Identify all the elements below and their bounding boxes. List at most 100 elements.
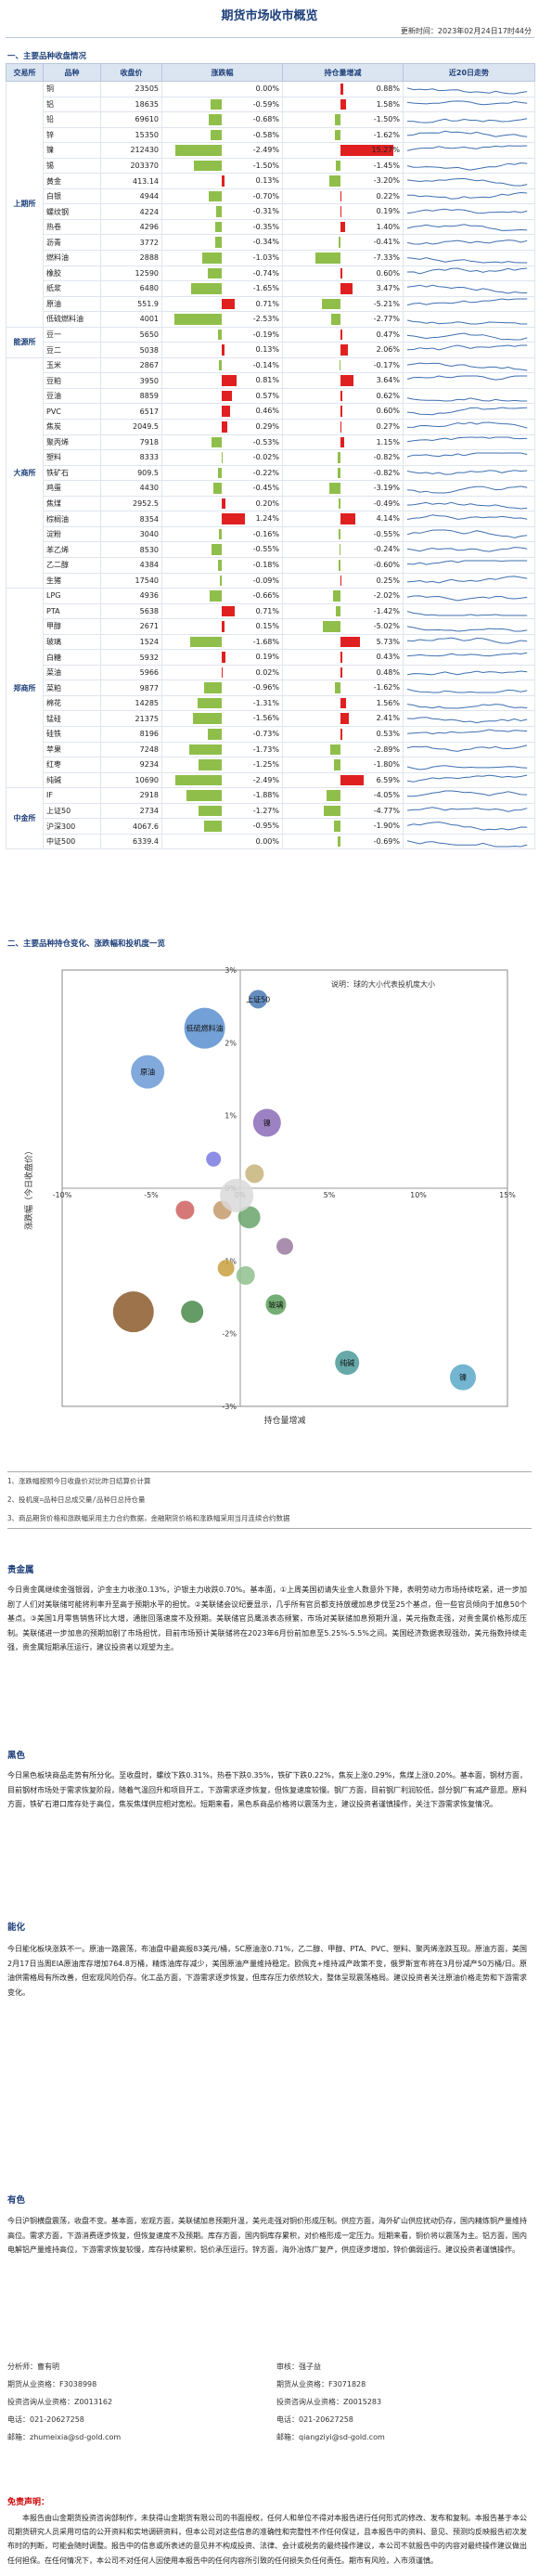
oi-bar <box>324 805 340 817</box>
update-time: 更新时间：2023年02月24日17时44分 <box>400 27 532 35</box>
analyst-phone: 电话：021-20627258 <box>7 2415 84 2424</box>
section-metals-title: 有色 <box>7 2195 26 2206</box>
change-bar <box>198 805 222 817</box>
change-value: -2.49% <box>252 146 279 155</box>
change-value: 0.81% <box>255 376 279 385</box>
oi-bar <box>337 452 340 463</box>
change-bar <box>212 544 222 555</box>
trend-sparkline <box>403 495 535 512</box>
change-bar <box>192 713 222 724</box>
product-name: 纸浆 <box>43 280 101 297</box>
product-name: 铝 <box>43 96 101 113</box>
oi-value: -1.62% <box>373 683 400 693</box>
oi-bar <box>340 652 342 663</box>
data-point <box>236 1266 255 1285</box>
oi-value: 2.06% <box>376 345 400 355</box>
sparkline-line <box>407 470 528 476</box>
close-price: 4067.6 <box>100 818 162 835</box>
analyst-email[interactable]: 邮箱：zhumeixia@sd-gold.com <box>7 2433 122 2441</box>
data-point <box>335 1351 360 1375</box>
reviewer-license: 期货从业资格：F3071828 <box>276 2380 366 2388</box>
sparkline-svg <box>407 267 528 275</box>
table-row: 豆粕 3950 0.81% 3.64% <box>6 372 535 389</box>
sparkline-svg <box>407 638 528 645</box>
sparkline-svg <box>407 191 528 200</box>
trend-sparkline <box>403 541 535 558</box>
close-price: 4224 <box>100 203 162 220</box>
oi-bar <box>338 559 340 571</box>
close-price: 3950 <box>100 372 162 389</box>
sparkline-line <box>407 652 528 657</box>
y-tick-label: -2% <box>222 1330 237 1339</box>
oi-cell: -0.69% <box>282 833 404 850</box>
table-row: 乙二醇 4384 -0.18% -0.60% <box>6 556 535 574</box>
oi-bar <box>340 636 361 648</box>
oi-value: 0.62% <box>376 391 400 400</box>
oi-value: -0.60% <box>373 560 400 569</box>
trend-sparkline <box>403 710 535 727</box>
trend-sparkline <box>403 81 535 97</box>
table-row: 螺纹钢 4224 -0.31% 0.19% <box>6 203 535 220</box>
sparkline-line <box>407 729 528 734</box>
close-price: 4001 <box>100 311 162 328</box>
section-title-2: 二、主要品种持仓变化、涨跌幅和投机度一览 <box>7 939 166 949</box>
trend-sparkline <box>403 434 535 451</box>
sparkline-svg <box>407 529 528 538</box>
oi-cell: -5.21% <box>282 295 404 313</box>
change-cell: -0.16% <box>161 525 283 543</box>
change-cell: -0.22% <box>161 464 283 482</box>
reviewer-email[interactable]: 邮箱：qiangziyi@sd-gold.com <box>276 2433 385 2441</box>
change-cell: 1.24% <box>161 511 283 527</box>
oi-cell: 3.64% <box>282 372 404 389</box>
product-name: 塑料 <box>43 449 101 466</box>
sparkline-line <box>407 100 528 106</box>
change-bar <box>222 421 227 433</box>
point-label: 上证50 <box>246 995 270 1003</box>
change-cell: 0.29% <box>161 419 283 435</box>
sparkline-svg <box>407 595 528 602</box>
change-cell: 0.13% <box>161 342 283 358</box>
oi-cell: -1.50% <box>282 111 404 128</box>
y-tick-label: 3% <box>225 966 237 975</box>
oi-bar <box>340 513 355 524</box>
sparkline-line <box>407 501 528 510</box>
sparkline-line <box>407 421 528 429</box>
oi-bar <box>329 483 340 494</box>
oi-value: 0.22% <box>376 191 400 201</box>
sparkline-line <box>407 595 528 602</box>
sparkline-svg <box>407 344 528 351</box>
oi-bar <box>339 237 340 249</box>
oi-bar <box>330 314 340 325</box>
sparkline-svg <box>407 421 528 429</box>
oi-value: 0.60% <box>376 268 400 278</box>
change-bar <box>212 436 222 448</box>
product-name: 豆油 <box>43 387 101 405</box>
oi-bar <box>340 84 344 95</box>
change-value: -0.73% <box>252 729 279 738</box>
change-cell: 0.19% <box>161 649 283 666</box>
page-title: 期货市场收市概览 <box>221 9 318 23</box>
sparkline-line <box>407 332 528 341</box>
trend-sparkline <box>403 757 535 773</box>
change-bar <box>208 728 222 740</box>
sparkline-line <box>407 547 528 552</box>
product-name: 沪深300 <box>43 818 101 835</box>
change-cell: 0.20% <box>161 495 283 512</box>
change-cell: -1.68% <box>161 633 283 651</box>
change-value: -0.14% <box>252 360 279 369</box>
oi-bar <box>326 790 340 801</box>
product-name: 黄金 <box>43 173 101 189</box>
oi-bar <box>323 621 340 632</box>
close-price: 203370 <box>100 157 162 175</box>
change-cell: -0.68% <box>161 111 283 128</box>
change-bar <box>174 314 222 325</box>
change-cell: -1.03% <box>161 250 283 266</box>
sparkline-line <box>407 529 528 538</box>
change-value: 1.24% <box>255 514 279 524</box>
change-value: -2.53% <box>252 315 279 324</box>
change-cell: -1.88% <box>161 787 283 804</box>
trend-sparkline <box>403 372 535 389</box>
oi-cell: 5.73% <box>282 633 404 651</box>
change-bar <box>211 129 222 141</box>
change-cell: -0.70% <box>161 188 283 205</box>
